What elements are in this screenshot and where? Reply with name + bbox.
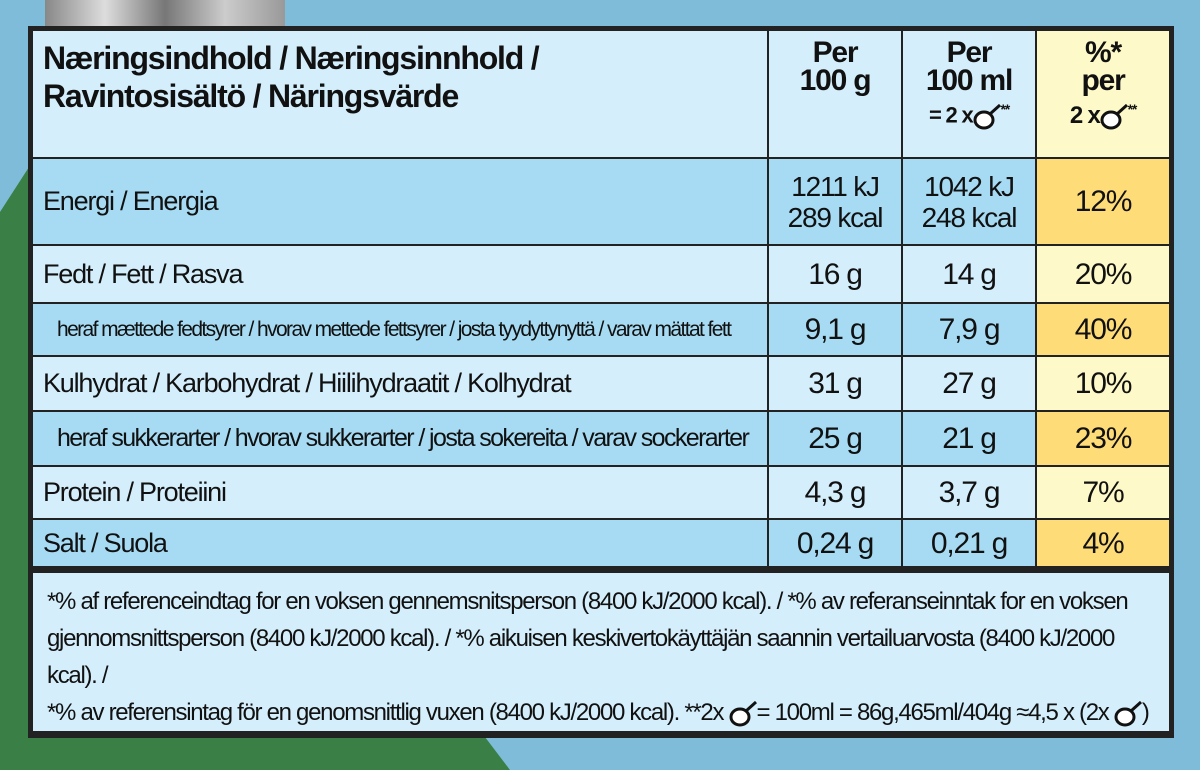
table-row: Salt / Suola 0,24 g 0,21 g 4% (31, 518, 1171, 568)
col-percent: %* per 2 x ** (1035, 29, 1171, 159)
table-row: heraf sukkerarter / hvorav sukkerarter /… (31, 410, 1171, 467)
table-header: Næringsindhold / Næringsinnhold / Ravinto… (31, 29, 1171, 159)
scoop-icon (1100, 103, 1128, 130)
table-row: Fedt / Fett / Rasva 16 g 14 g 20% (31, 244, 1171, 304)
table-row: Energi / Energia 1211 kJ 289 kcal 1042 kJ… (31, 157, 1171, 246)
footnote: *% af referenceindtag for en voksen genn… (31, 571, 1171, 733)
col-per-100g: Per 100 g (767, 29, 903, 159)
scoop-icon (729, 700, 757, 727)
table-row: heraf mættede fedtsyrer / hvorav mettede… (31, 302, 1171, 357)
nutrition-table: Næringsindhold / Næringsinnhold / Ravinto… (31, 29, 1171, 568)
table-title: Næringsindhold / Næringsinnhold / Ravinto… (31, 29, 769, 159)
scoop-icon (1114, 700, 1142, 727)
nutrition-label: Næringsindhold / Næringsinnhold / Ravinto… (28, 26, 1174, 738)
table-row: Protein / Proteiini 4,3 g 3,7 g 7% (31, 465, 1171, 520)
table-row: Kulhydrat / Karbohydrat / Hiilihydraatit… (31, 355, 1171, 412)
scoop-icon (973, 103, 1001, 130)
col-per-100ml: Per 100 ml = 2 x ** (901, 29, 1037, 159)
packaging-photo (45, 0, 285, 30)
